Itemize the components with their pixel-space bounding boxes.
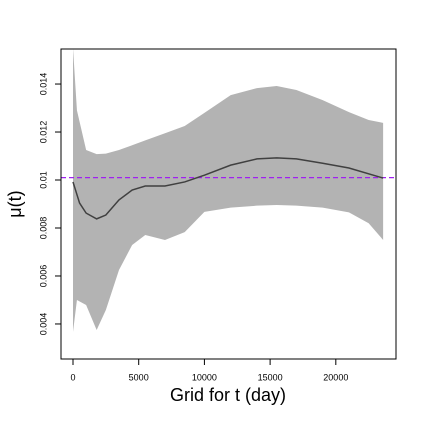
y-axis-label: μ(t) xyxy=(5,190,25,217)
y-tick-label: 0.006 xyxy=(38,265,48,288)
confidence-band xyxy=(72,49,384,332)
y-tick-label: 0.01 xyxy=(38,171,48,189)
y-tick-label: 0.014 xyxy=(38,73,48,96)
x-tick-label: 5000 xyxy=(129,372,149,382)
x-axis-label: Grid for t (day) xyxy=(170,385,286,405)
mean-curve xyxy=(72,157,384,220)
y-tick-label: 0.004 xyxy=(38,313,48,336)
x-tick-label: 10000 xyxy=(192,372,217,382)
plot-area xyxy=(61,49,396,332)
y-tick-label: 0.008 xyxy=(38,217,48,240)
x-tick-label: 0 xyxy=(70,372,75,382)
y-tick-label: 0.012 xyxy=(38,121,48,144)
x-tick-label: 15000 xyxy=(258,372,283,382)
x-tick-label: 20000 xyxy=(323,372,348,382)
plot-frame xyxy=(60,48,397,360)
